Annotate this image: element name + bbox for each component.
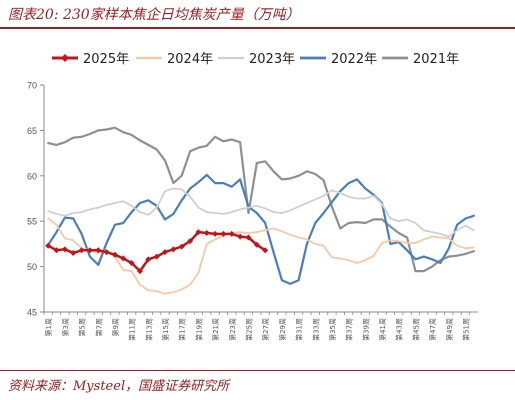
y-tick-label: 50 (27, 262, 37, 272)
series-line (47, 126, 475, 273)
data-point (70, 249, 77, 256)
legend-label: 2023年 (249, 52, 295, 67)
series-2023年 (47, 187, 475, 238)
y-tick-label: 70 (27, 81, 37, 91)
series-2022年 (47, 173, 475, 285)
series-line (47, 217, 475, 295)
x-tick-label: 第15周 (161, 318, 170, 341)
data-point (103, 249, 110, 256)
data-point (111, 251, 118, 258)
data-point (162, 249, 169, 256)
figure-title: 图表20: 230家样本焦企日均焦炭产量（万吨） (8, 7, 300, 23)
x-tick-label: 第49周 (445, 318, 454, 341)
line-chart: 2025年 2024年 2023年 2022年 2021年 45 50 55 60 65 70 第… (27, 52, 478, 341)
data-point (195, 229, 202, 236)
data-point (220, 230, 227, 237)
legend-item: 2025年 (52, 52, 129, 67)
legend-label: 2025年 (83, 52, 129, 67)
x-tick-label: 第51周 (461, 318, 470, 341)
legend-item: 2021年 (382, 52, 459, 67)
series-2025年 (45, 229, 269, 275)
x-tick-label: 第19周 (194, 318, 203, 341)
x-tick-label: 第21周 (211, 318, 220, 341)
x-tick-label: 第31周 (295, 318, 304, 341)
x-tick-label: 第37周 (345, 318, 354, 341)
x-tick-label: 第39周 (361, 318, 370, 341)
data-point (203, 230, 210, 237)
x-tick-label: 第33周 (311, 318, 320, 341)
legend-label: 2021年 (413, 52, 459, 67)
x-tick-label: 第7周 (94, 318, 103, 336)
series-2024年 (47, 217, 475, 295)
data-point (237, 233, 244, 240)
data-point (187, 238, 194, 245)
data-point (145, 256, 152, 263)
legend-item: 2022年 (300, 52, 377, 67)
x-tick-label: 第47周 (428, 318, 437, 341)
data-point (228, 230, 235, 237)
x-tick-label: 第1周 (44, 318, 53, 336)
x-tick-label: 第43周 (395, 318, 404, 341)
series-layer (45, 126, 475, 295)
source-rule (0, 370, 515, 371)
data-point (153, 253, 160, 260)
data-point (86, 247, 93, 254)
data-point (136, 268, 143, 275)
data-point (53, 247, 60, 254)
series-line (47, 187, 475, 238)
series-line (47, 173, 475, 285)
x-tick-label: 第5周 (78, 318, 87, 336)
legend-item: 2023年 (218, 52, 295, 67)
x-tick-label: 第11周 (128, 318, 137, 341)
y-tick-label: 45 (27, 308, 37, 318)
data-point (61, 246, 68, 253)
legend-item: 2024年 (136, 52, 213, 67)
y-tick-label: 55 (27, 217, 37, 227)
series-2021年 (47, 126, 475, 273)
x-tick-label: 第17周 (178, 318, 187, 341)
y-tick-label: 60 (27, 171, 37, 181)
x-tick-label: 第13周 (144, 318, 153, 341)
legend-marker (61, 54, 69, 62)
data-point (170, 246, 177, 253)
x-tick-label: 第9周 (111, 318, 120, 336)
legend-label: 2024年 (167, 52, 213, 67)
x-tick-label: 第27周 (261, 318, 270, 341)
data-point (78, 247, 85, 254)
data-point (95, 247, 102, 254)
x-tick-label: 第45周 (411, 318, 420, 341)
x-tick-label: 第35周 (328, 318, 337, 341)
x-tick-label: 第25周 (244, 318, 253, 341)
x-tick-label: 第23周 (228, 318, 237, 341)
data-point (128, 259, 135, 266)
data-point (178, 243, 185, 250)
x-axis: 第1周 第3周 第5周 第7周 第9周 第11周 第13周 第15周 第17周 第19周 第21周第… (43, 311, 478, 341)
data-point (212, 230, 219, 237)
chart-legend: 2025年 2024年 2023年 2022年 2021年 (52, 52, 459, 67)
data-point (245, 234, 252, 241)
y-tick-label: 65 (27, 126, 37, 136)
figure-source: 资料来源：Mysteel，国盛证券研究所 (8, 379, 230, 394)
x-tick-label: 第41周 (378, 318, 387, 341)
legend-label: 2022年 (331, 52, 377, 67)
data-point (262, 247, 269, 254)
x-tick-label: 第29周 (278, 318, 287, 341)
data-point (45, 242, 52, 249)
y-axis: 45 50 55 60 65 70 (27, 81, 45, 318)
x-tick-label: 第3周 (61, 318, 70, 336)
title-rule (0, 27, 515, 29)
data-point (253, 241, 260, 248)
